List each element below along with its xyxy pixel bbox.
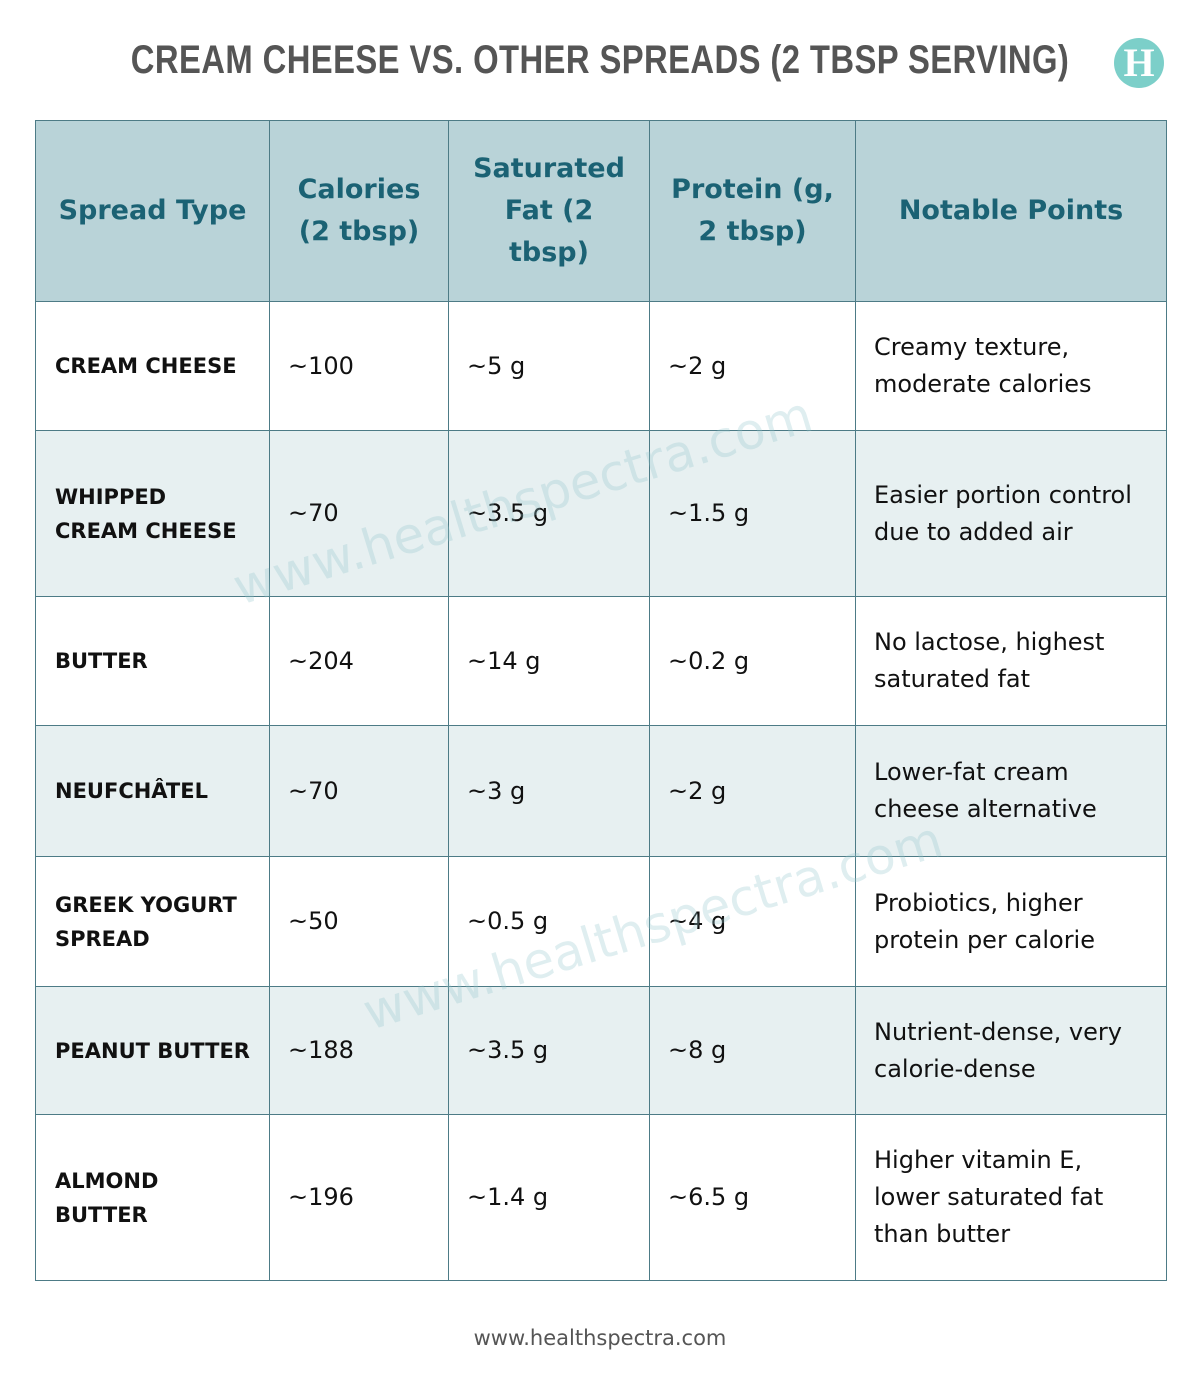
table-cell: Probiotics, higher protein per calorie [855, 856, 1167, 987]
table-cell: ~3 g [448, 725, 650, 857]
table-cell: Lower-fat cream cheese alternative [855, 725, 1167, 857]
table-cell: ~70 [269, 725, 449, 857]
footer: www.healthspectra.com [473, 1326, 727, 1350]
table-row: PEANUT BUTTER ~188 ~3.5 g ~8 g Nutrient-dens… [35, 986, 1167, 1115]
table-cell: No lactose, highest saturated fat [855, 596, 1167, 726]
table-cell: ~188 [269, 986, 449, 1115]
table-cell: ~1.5 g [649, 430, 856, 597]
table-cell: Easier portion control due to added air [855, 430, 1167, 597]
table-row: BUTTER ~204 ~14 g ~0.2 g No lactose, highest… [35, 596, 1167, 726]
table-cell: Creamy texture, moderate calories [855, 301, 1167, 431]
column-header: Notable Points [855, 120, 1167, 302]
table-row: NEUFCHÂTEL ~70 ~3 g ~2 g Lower-fat cream che… [35, 725, 1167, 857]
table-cell: Higher vitamin E, lower saturated fat th… [855, 1114, 1167, 1281]
table-row: ALMOND BUTTER ~196 ~1.4 g ~6.5 g Higher vita… [35, 1114, 1167, 1281]
comparison-table: Spread Type Calories (2 tbsp) Saturated Fa… [35, 120, 1167, 1281]
spread-name: BUTTER [35, 596, 270, 726]
spread-name: CREAM CHEESE [35, 301, 270, 431]
table-cell: ~204 [269, 596, 449, 726]
spread-name: NEUFCHÂTEL [35, 725, 270, 857]
title: CREAM CHEESE VS. OTHER SPREADS (2 TBSP S… [130, 38, 1070, 82]
header-row: Spread Type Calories (2 tbsp) Saturated Fa… [35, 120, 1167, 302]
table-cell: ~3.5 g [448, 986, 650, 1115]
table-cell: ~4 g [649, 856, 856, 987]
table-row: CREAM CHEESE ~100 ~5 g ~2 g Creamy texture, … [35, 301, 1167, 431]
table-cell: ~100 [269, 301, 449, 431]
spread-name: PEANUT BUTTER [35, 986, 270, 1115]
column-header: Saturated Fat (2 tbsp) [448, 120, 650, 302]
spread-name: WHIPPED CREAM CHEESE [35, 430, 270, 597]
table-cell: ~8 g [649, 986, 856, 1115]
column-header: Protein (g, 2 tbsp) [649, 120, 856, 302]
column-header: Calories (2 tbsp) [269, 120, 449, 302]
table-row: WHIPPED CREAM CHEESE ~70 ~3.5 g ~1.5 g Easie… [35, 430, 1167, 597]
table-cell: ~0.2 g [649, 596, 856, 726]
spread-name: ALMOND BUTTER [35, 1114, 270, 1281]
table-cell: ~3.5 g [448, 430, 650, 597]
spread-name: GREEK YOGURT SPREAD [35, 856, 270, 987]
table-cell: ~14 g [448, 596, 650, 726]
table-cell: ~2 g [649, 301, 856, 431]
table-cell: ~5 g [448, 301, 650, 431]
table-cell: ~70 [269, 430, 449, 597]
column-header: Spread Type [35, 120, 270, 302]
table-cell: ~196 [269, 1114, 449, 1281]
table-cell: ~1.4 g [448, 1114, 650, 1281]
table-cell: ~0.5 g [448, 856, 650, 987]
table-row: GREEK YOGURT SPREAD ~50 ~0.5 g ~4 g Probioti… [35, 856, 1167, 987]
table-cell: Nutrient-dense, very calorie-dense [855, 986, 1167, 1115]
table-cell: ~6.5 g [649, 1114, 856, 1281]
table-cell: ~50 [269, 856, 449, 987]
table-cell: ~2 g [649, 725, 856, 857]
logo: H [1114, 38, 1164, 88]
